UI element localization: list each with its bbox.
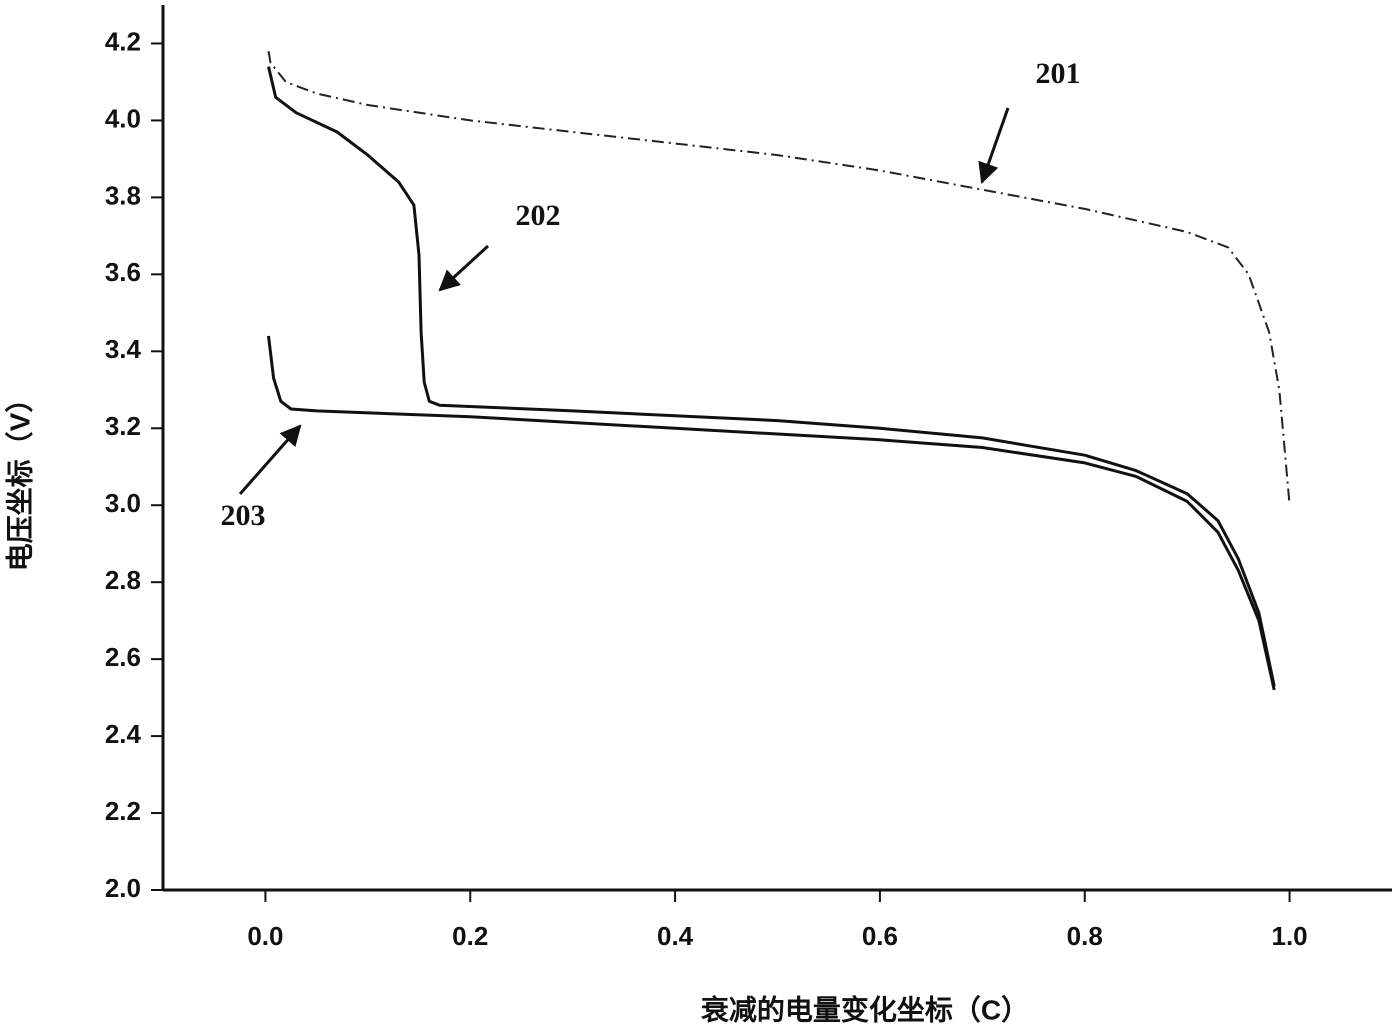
y-tick-label: 2.2	[105, 796, 141, 826]
x-tick-label: 0.0	[247, 921, 283, 951]
y-tick-label: 2.4	[105, 719, 142, 749]
y-tick-label: 2.0	[105, 873, 141, 903]
y-tick-label: 3.0	[105, 488, 141, 518]
y-tick-label: 4.2	[105, 26, 141, 56]
series-label: 203	[221, 499, 266, 532]
y-tick-label: 3.8	[105, 180, 141, 210]
series-line	[267, 335, 1276, 691]
series-label: 201	[1036, 57, 1081, 90]
y-tick-label: 4.0	[105, 103, 141, 133]
series-label: 202	[516, 199, 561, 232]
y-tick-label: 2.8	[105, 565, 141, 595]
series-line	[267, 66, 1276, 687]
y-tick-label: 3.2	[105, 411, 141, 441]
y-tick-label: 3.6	[105, 257, 141, 287]
x-tick-label: 0.2	[452, 921, 488, 951]
x-axis-title: 衰减的电量变化坐标（C）	[701, 993, 1029, 1025]
annotation-arrow	[978, 107, 1010, 184]
x-tick-label: 0.4	[657, 921, 694, 951]
x-tick-label: 1.0	[1272, 921, 1308, 951]
y-axis-title: 电压坐标（V）	[3, 385, 35, 572]
series-line	[267, 51, 1291, 506]
y-tick-label: 3.4	[105, 334, 142, 364]
y-tick-label: 2.6	[105, 642, 141, 672]
annotation-arrow	[238, 424, 302, 495]
x-tick-label: 0.8	[1067, 921, 1103, 951]
x-tick-label: 0.6	[862, 921, 898, 951]
annotation-arrow	[438, 244, 490, 292]
